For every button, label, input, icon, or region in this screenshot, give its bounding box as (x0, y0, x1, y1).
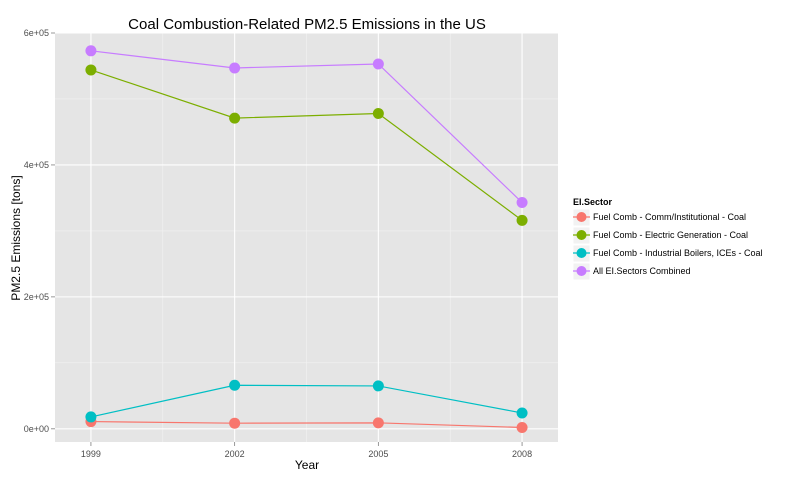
x-tick-label: 2002 (225, 449, 245, 459)
legend-key-point (576, 212, 587, 222)
legend-label: Fuel Comb - Comm/Institutional - Coal (593, 212, 746, 222)
data-point (372, 107, 384, 119)
x-axis-title: Year (295, 458, 319, 472)
series-line-1 (90, 69, 523, 221)
legend-label: Fuel Comb - Industrial Boilers, ICEs - C… (593, 248, 763, 258)
data-point (516, 197, 528, 209)
data-point (516, 421, 528, 433)
data-point (229, 379, 241, 391)
y-axis-title: PM2.5 Emissions [tons] (9, 175, 23, 300)
minor-gridlines (55, 33, 558, 442)
y-tick-label: 0e+00 (24, 424, 49, 434)
legend-key-point (576, 248, 587, 258)
series-line-2 (90, 384, 523, 418)
legend-key-point (576, 266, 587, 276)
y-tick-label: 2e+05 (24, 292, 49, 302)
data-point (372, 58, 384, 70)
y-axis-ticks: 0e+00 2e+05 4e+05 6e+05 (24, 28, 55, 434)
data-point (516, 407, 528, 419)
chart-title: Coal Combustion-Related PM2.5 Emissions … (128, 16, 486, 33)
legend-label: All EI.Sectors Combined (593, 266, 691, 276)
y-tick-label: 4e+05 (24, 160, 49, 170)
series-lines (90, 50, 523, 429)
x-tick-label: 2008 (512, 449, 532, 459)
legend-title: EI.Sector (573, 197, 613, 207)
x-tick-label: 2005 (368, 449, 388, 459)
legend-key-point (576, 230, 587, 240)
data-point (229, 417, 241, 429)
legend-label: Fuel Comb - Electric Generation - Coal (593, 230, 748, 240)
legend: EI.Sector Fuel Comb - Comm/Institutional… (572, 197, 763, 281)
series-line-3 (90, 50, 523, 203)
data-point (372, 380, 384, 392)
x-axis-ticks: 1999 2002 2005 2008 (81, 442, 532, 459)
x-tick-label: 1999 (81, 449, 101, 459)
series-points (85, 45, 528, 433)
data-point (229, 112, 241, 124)
data-point (516, 214, 528, 226)
series-line-0 (90, 420, 523, 429)
data-point (372, 417, 384, 429)
data-point (85, 45, 97, 57)
y-tick-label: 6e+05 (24, 28, 49, 38)
data-point (85, 411, 97, 423)
data-point (85, 64, 97, 76)
major-gridlines (55, 32, 558, 442)
data-point (229, 62, 241, 74)
